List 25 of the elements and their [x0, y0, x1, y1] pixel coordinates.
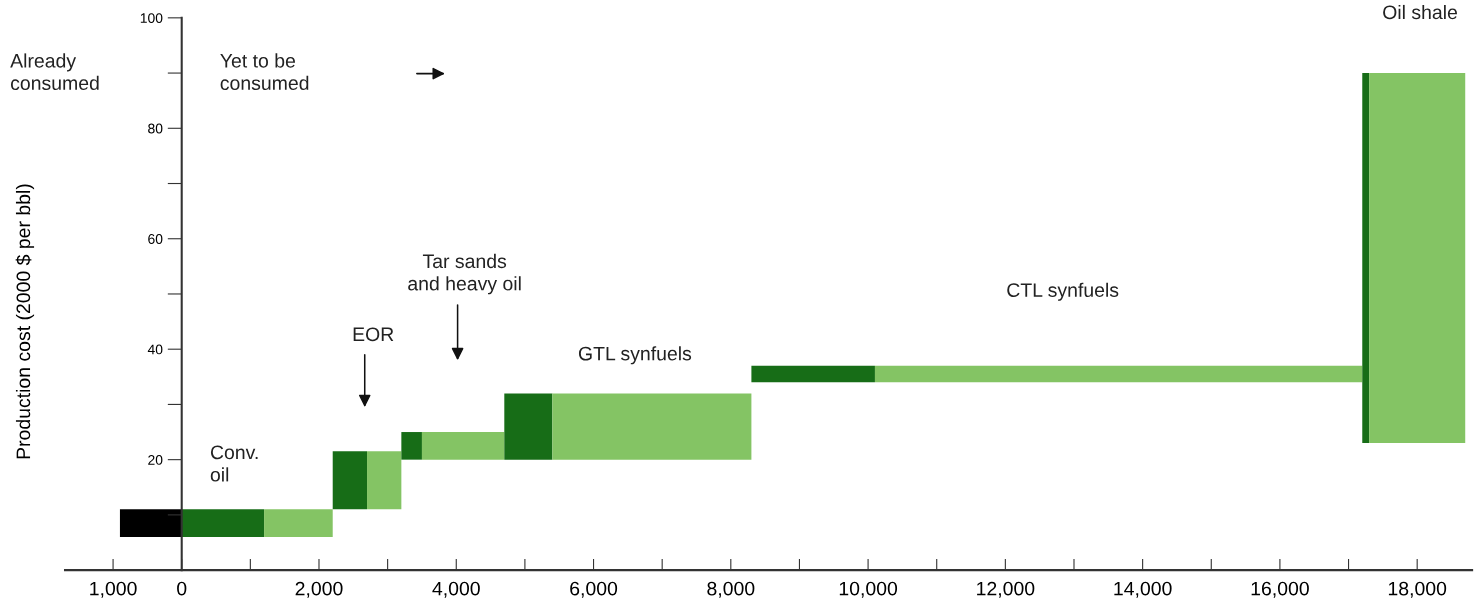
x-tick-label: 14,000	[1114, 581, 1172, 598]
annotation: Already consumed	[10, 53, 99, 91]
x-tick-label: 2,000	[295, 581, 343, 598]
x-tick-label: 6,000	[570, 581, 618, 598]
y-tick-label: 40	[147, 344, 163, 355]
x-tick-label: 1,000	[90, 581, 137, 598]
x-tick-label: 8,000	[707, 581, 755, 598]
annotation: Tar sands and heavy oil	[408, 253, 521, 295]
annotation: CTL synfuels	[1007, 282, 1119, 301]
annotation: Oil shale	[1383, 4, 1457, 20]
annotation: Yet to be consumed	[220, 53, 309, 91]
x-tick-label: 12,000	[977, 581, 1035, 598]
y-axis-title: Production cost (2000 $ per bbl)	[15, 184, 35, 459]
y-tick-label: 80	[148, 123, 163, 134]
y-tick-label: 100	[140, 13, 163, 23]
annotation: Conv. oil	[210, 445, 258, 482]
annotation: GTL synfuels	[578, 346, 692, 365]
x-tick-label: 16,000	[1251, 581, 1309, 598]
x-tick-label: 4,000	[432, 581, 480, 598]
x-tick-label: 0	[177, 581, 187, 596]
x-tick-label: 18,000	[1388, 581, 1447, 598]
annotation: EOR	[353, 327, 394, 342]
y-tick-label: 60	[148, 234, 163, 244]
y-tick-label: 20	[148, 454, 163, 465]
x-tick-label: 10,000	[839, 581, 898, 598]
